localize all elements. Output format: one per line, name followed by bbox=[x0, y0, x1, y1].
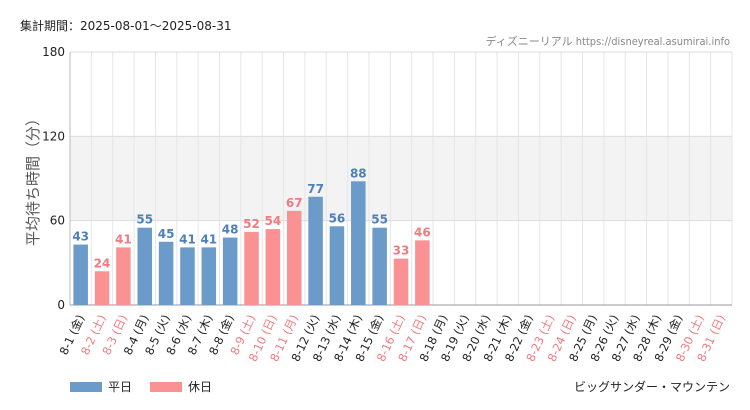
bar bbox=[222, 237, 238, 305]
bar bbox=[393, 258, 409, 305]
bar-value-label: 54 bbox=[265, 214, 282, 228]
bar bbox=[308, 196, 323, 305]
bar-value-label: 48 bbox=[222, 223, 239, 237]
bar-value-label: 33 bbox=[393, 244, 410, 258]
bar-value-label: 52 bbox=[243, 217, 260, 231]
y-tick-label: 180 bbox=[42, 45, 65, 59]
site-credit: ディズニーリアル https://disneyreal.asumirai.inf… bbox=[485, 35, 730, 48]
period-label: 集計期間：2025-08-01～2025-08-31 bbox=[20, 19, 232, 33]
bar bbox=[158, 241, 174, 305]
legend-weekday-swatch bbox=[70, 381, 102, 392]
bar-value-label: 55 bbox=[371, 213, 388, 227]
bar bbox=[351, 181, 366, 305]
y-tick-label: 60 bbox=[50, 214, 65, 228]
legend: 平日 休日 bbox=[70, 378, 230, 395]
attraction-name: ビッグサンダー・マウンテン bbox=[573, 380, 730, 394]
bar bbox=[372, 227, 387, 305]
bar-value-label: 45 bbox=[158, 227, 175, 241]
legend-weekday-label: 平日 bbox=[108, 380, 133, 394]
bar bbox=[180, 247, 195, 305]
bar-value-label: 88 bbox=[350, 166, 367, 180]
plot-band bbox=[70, 136, 732, 221]
bar bbox=[137, 227, 153, 305]
y-tick-label: 0 bbox=[57, 298, 65, 312]
bar-value-label: 24 bbox=[94, 256, 111, 270]
bar bbox=[73, 244, 88, 305]
bar bbox=[265, 229, 281, 305]
legend-holiday-swatch bbox=[150, 381, 183, 392]
bar bbox=[329, 226, 345, 305]
bar-value-label: 41 bbox=[115, 232, 132, 246]
y-axis-label: 平均待ち時間（分） bbox=[24, 111, 42, 246]
legend-holiday: 休日 bbox=[150, 378, 212, 395]
bar bbox=[415, 240, 430, 305]
bar-value-label: 56 bbox=[329, 211, 346, 225]
bar-value-label: 41 bbox=[179, 232, 196, 246]
bar bbox=[201, 247, 217, 305]
bar-value-label: 55 bbox=[136, 213, 153, 227]
bar-value-label: 67 bbox=[286, 196, 303, 210]
legend-holiday-label: 休日 bbox=[188, 380, 213, 394]
legend-weekday: 平日 bbox=[70, 378, 132, 395]
bar-value-label: 77 bbox=[307, 182, 324, 196]
bar-value-label: 46 bbox=[414, 225, 431, 239]
bar bbox=[116, 247, 131, 305]
y-tick-label: 120 bbox=[42, 129, 65, 143]
bar-value-label: 41 bbox=[200, 232, 217, 246]
bar bbox=[94, 271, 110, 305]
bar bbox=[244, 231, 259, 305]
bar-value-label: 43 bbox=[72, 230, 89, 244]
bar bbox=[286, 210, 302, 305]
